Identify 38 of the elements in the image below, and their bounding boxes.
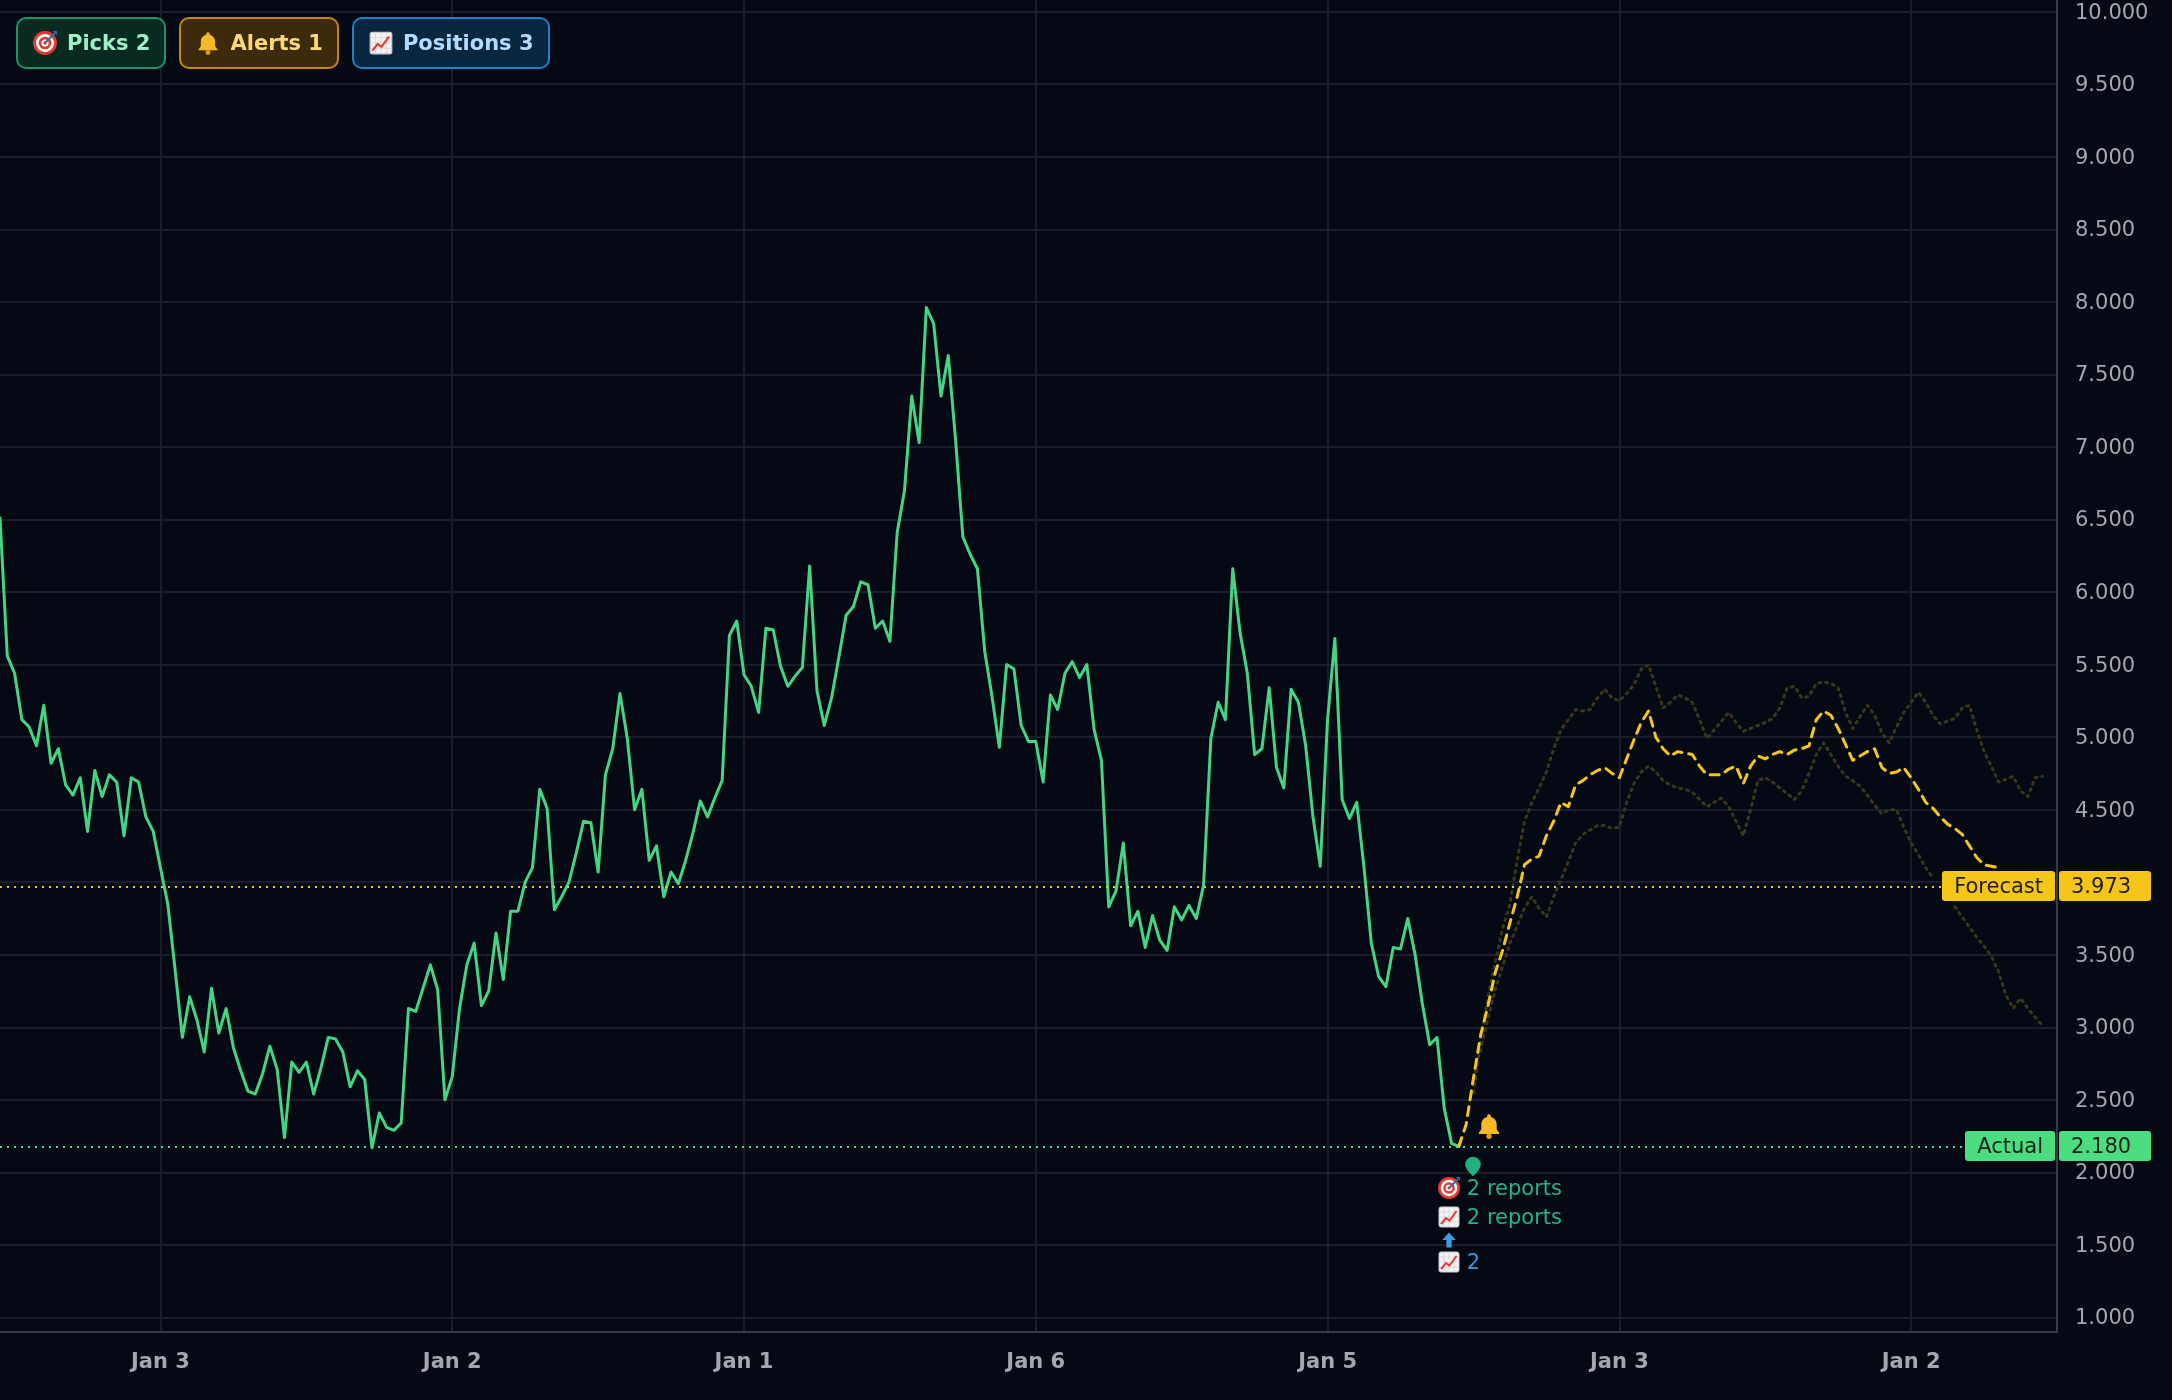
x-tick-label: Jan 6 bbox=[1004, 1348, 1066, 1373]
y-tick-label: 3.500 bbox=[2075, 942, 2136, 967]
badge: Positions 3 bbox=[351, 17, 550, 69]
text: 3.973 bbox=[2059, 871, 2151, 902]
x-tick-label: Jan 2 bbox=[1879, 1348, 1941, 1373]
badge: Alerts 1 bbox=[179, 17, 339, 69]
x-tick-label: Jan 5 bbox=[1296, 1348, 1357, 1373]
annotation: Positions 3 bbox=[402, 31, 534, 55]
y-tick-label: 3.000 bbox=[2075, 1015, 2136, 1040]
y-tick-label: 2.500 bbox=[2075, 1087, 2136, 1112]
y-tick-label: 8.000 bbox=[2075, 289, 2136, 314]
annotation: Alerts 1 bbox=[230, 31, 323, 55]
annotation: Picks 2 bbox=[67, 31, 151, 55]
ref-line-label: Actual bbox=[1965, 1131, 2055, 1162]
annotation: 2 reports bbox=[1466, 1205, 1562, 1230]
y-tick-label: 1.000 bbox=[2075, 1305, 2136, 1330]
y-tick-label: 2.000 bbox=[2075, 1160, 2136, 1185]
y-tick-label: 4.500 bbox=[2075, 797, 2136, 822]
annotation: 2 bbox=[1466, 1250, 1481, 1275]
y-tick-label: 6.000 bbox=[2075, 580, 2136, 604]
x-tick-label: Jan 3 bbox=[1587, 1348, 1649, 1373]
x-tick-label: Jan 1 bbox=[712, 1348, 774, 1373]
ref-line-label: Forecast bbox=[1942, 871, 2055, 902]
y-tick-label: 10.000 bbox=[2075, 0, 2149, 24]
y-tick-label: 5.000 bbox=[2075, 725, 2136, 750]
text: 2.180 bbox=[2059, 1131, 2151, 1162]
y-tick-label: 9.000 bbox=[2075, 144, 2136, 169]
y-tick-label: 9.500 bbox=[2075, 72, 2136, 97]
y-tick-label: 8.500 bbox=[2075, 217, 2136, 242]
y-tick-label: 1.500 bbox=[2075, 1232, 2136, 1257]
y-tick-label: 7.000 bbox=[2075, 434, 2136, 459]
y-tick-label: 6.500 bbox=[2075, 507, 2136, 532]
y-tick-label: 5.500 bbox=[2075, 652, 2136, 677]
badge: Picks 2 bbox=[16, 17, 167, 69]
x-tick-label: Jan 2 bbox=[420, 1348, 482, 1373]
x-tick-label: Jan 3 bbox=[129, 1348, 190, 1373]
annotation: 2 reports bbox=[1466, 1176, 1562, 1201]
y-tick-label: 7.500 bbox=[2075, 362, 2136, 387]
